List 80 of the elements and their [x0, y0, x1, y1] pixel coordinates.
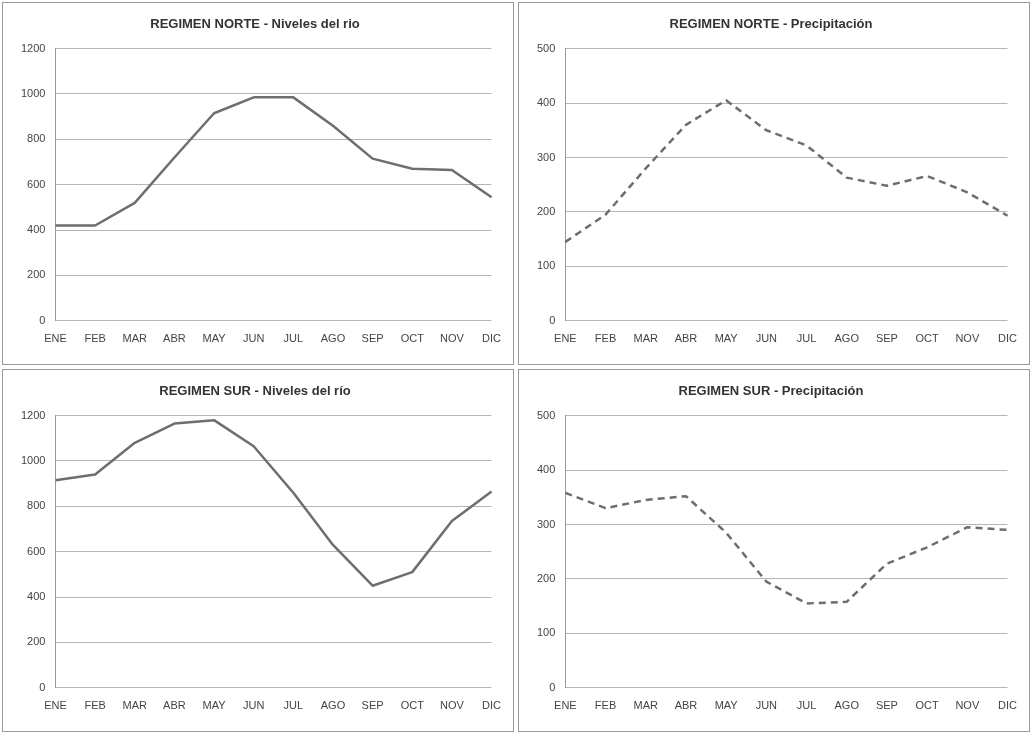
- y-tick-label: 1200: [20, 408, 46, 421]
- chart-title: REGIMEN SUR - Precipitación: [678, 383, 864, 399]
- y-tick-label: 1200: [20, 41, 46, 54]
- chart-title: REGIMEN SUR - Niveles del río: [159, 383, 351, 399]
- y-tick-label: 200: [536, 204, 556, 217]
- y-tick-label: 800: [27, 499, 46, 512]
- x-tick-label: MAR: [633, 332, 659, 345]
- x-tick-label: DIC: [482, 699, 502, 712]
- x-tick-label: OCT: [400, 332, 425, 345]
- x-tick-label: NOV: [955, 332, 980, 345]
- x-tick-label: AGO: [834, 332, 860, 345]
- x-tick-label: SEP: [875, 332, 898, 345]
- chart-title: REGIMEN NORTE - Niveles del rio: [150, 16, 360, 32]
- x-tick-label: AGO: [834, 699, 860, 712]
- x-tick-label: MAR: [633, 699, 659, 712]
- x-tick-label: NOV: [955, 699, 980, 712]
- x-tick-label: JUN: [242, 332, 265, 345]
- x-tick-label: FEB: [84, 699, 106, 712]
- y-tick-label: 200: [27, 635, 46, 648]
- x-tick-label: SEP: [361, 332, 384, 345]
- x-tick-label: MAR: [122, 699, 148, 712]
- x-tick-label: MAR: [122, 332, 148, 345]
- x-tick-label: ENE: [44, 332, 67, 345]
- x-tick-label: FEB: [594, 332, 617, 345]
- y-tick-label: 600: [27, 177, 46, 190]
- x-tick-label: AGO: [320, 699, 346, 712]
- y-tick-label: 100: [536, 259, 556, 272]
- x-tick-label: FEB: [594, 699, 617, 712]
- x-tick-label: SEP: [875, 699, 898, 712]
- chart-title: REGIMEN NORTE - Precipitación: [669, 16, 873, 32]
- y-tick-label: 300: [536, 150, 556, 163]
- x-tick-label: JUL: [796, 332, 817, 345]
- x-tick-label: JUN: [755, 332, 778, 345]
- x-tick-label: SEP: [361, 699, 384, 712]
- x-tick-label: AGO: [320, 332, 346, 345]
- x-tick-label: ENE: [554, 332, 577, 345]
- x-tick-label: NOV: [439, 332, 465, 345]
- y-tick-label: 400: [27, 223, 46, 236]
- x-tick-label: OCT: [400, 699, 425, 712]
- y-tick-label: 1000: [20, 87, 46, 99]
- y-tick-label: 500: [536, 408, 556, 421]
- x-tick-label: JUL: [796, 699, 817, 712]
- y-tick-label: 200: [536, 571, 556, 584]
- x-tick-label: JUL: [283, 699, 304, 712]
- x-tick-label: ABR: [674, 699, 698, 712]
- x-tick-label: DIC: [998, 699, 1018, 712]
- y-tick-label: 300: [536, 517, 556, 530]
- y-tick-label: 0: [39, 313, 46, 326]
- x-tick-label: MAY: [202, 699, 227, 712]
- y-tick-label: 400: [536, 96, 556, 109]
- y-tick-label: 0: [549, 680, 556, 693]
- x-tick-label: NOV: [439, 699, 465, 712]
- y-tick-label: 400: [536, 463, 556, 476]
- x-tick-label: ABR: [674, 332, 698, 345]
- x-tick-label: JUN: [242, 699, 265, 712]
- x-tick-label: OCT: [915, 699, 940, 712]
- x-tick-label: OCT: [915, 332, 940, 345]
- y-tick-label: 1000: [20, 454, 46, 466]
- x-tick-label: DIC: [482, 332, 502, 345]
- x-tick-label: ENE: [44, 699, 67, 712]
- y-tick-label: 0: [39, 680, 46, 693]
- x-tick-label: MAY: [714, 699, 739, 712]
- x-tick-label: MAY: [714, 332, 739, 345]
- x-tick-label: DIC: [998, 332, 1018, 345]
- y-tick-label: 800: [27, 132, 46, 145]
- line-series: [564, 99, 1009, 244]
- x-tick-label: FEB: [84, 332, 106, 345]
- y-tick-label: 100: [536, 626, 556, 639]
- line-series: [564, 491, 1009, 605]
- y-tick-label: 500: [536, 41, 556, 54]
- x-tick-label: JUL: [283, 332, 304, 345]
- x-tick-label: ABR: [163, 332, 186, 345]
- x-tick-label: ABR: [163, 699, 186, 712]
- y-tick-label: 400: [27, 590, 46, 603]
- y-tick-label: 200: [27, 268, 46, 281]
- x-tick-label: ENE: [554, 699, 577, 712]
- x-tick-label: MAY: [202, 332, 227, 345]
- y-tick-label: 600: [27, 544, 46, 557]
- x-tick-label: JUN: [755, 699, 778, 712]
- y-tick-label: 0: [549, 313, 556, 326]
